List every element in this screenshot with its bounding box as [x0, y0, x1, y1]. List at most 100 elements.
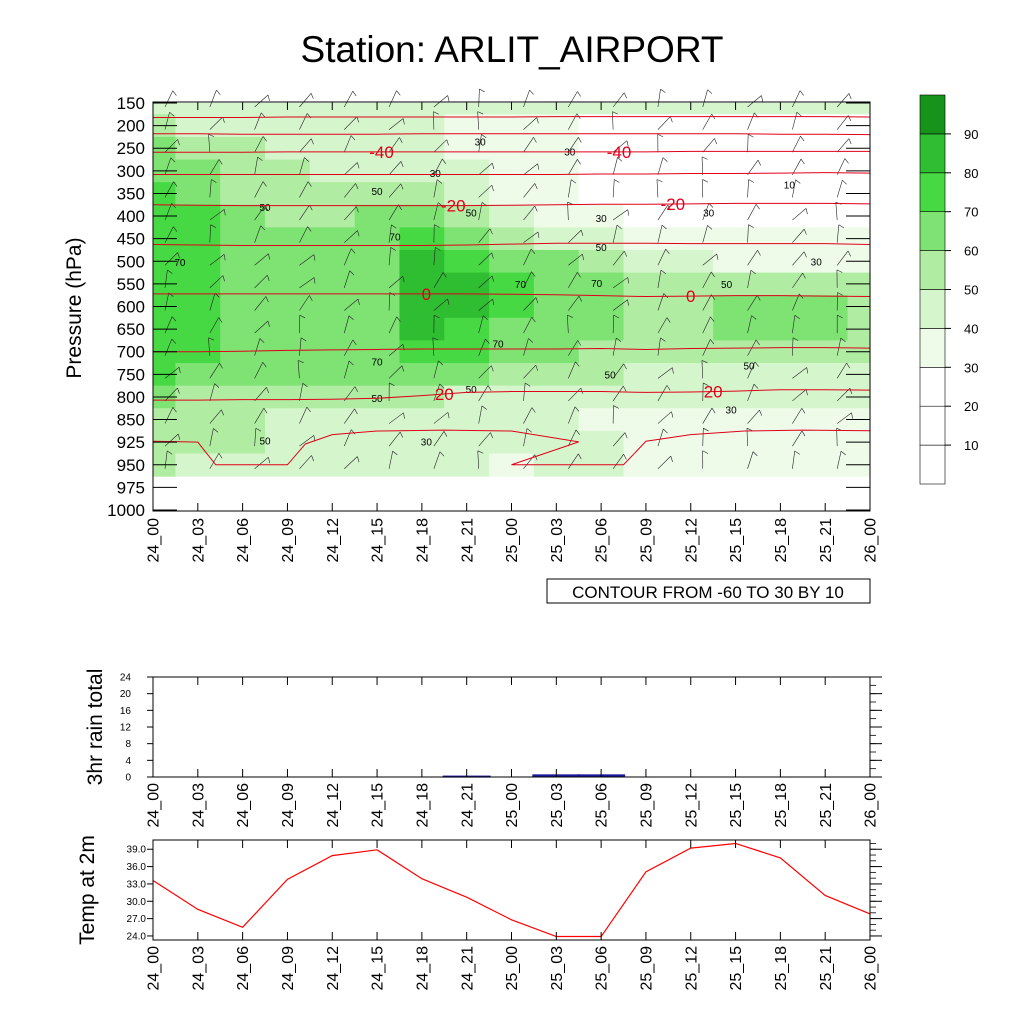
- wind-barb: [568, 361, 576, 379]
- humidity-contour-label: 50: [372, 187, 384, 198]
- wind-barb-feather: [660, 88, 666, 93]
- wind-barb: [344, 456, 358, 469]
- wind-barb: [701, 360, 704, 379]
- temperature-contours: -40 -40 -20 -20 0 0 20 20: [152, 116, 871, 466]
- wind-barb: [209, 453, 220, 469]
- humidity-cell: [265, 385, 311, 409]
- wind-barb-feather: [219, 363, 223, 369]
- humidity-cell: [757, 204, 804, 228]
- wind-barb: [792, 315, 796, 334]
- wind-barb: [164, 226, 174, 243]
- wind-barb: [701, 156, 704, 175]
- wind-barb-feather: [837, 292, 843, 296]
- wind-barb-feather: [352, 90, 357, 97]
- wind-barb-feather: [485, 338, 490, 344]
- wind-barb-feather: [801, 408, 806, 414]
- humidity-cell: [265, 340, 311, 364]
- wind-barb-feather: [304, 157, 309, 162]
- wind-barb-feather: [354, 408, 358, 415]
- wind-barb-feather: [535, 297, 539, 304]
- wind-barb-feather: [439, 383, 445, 389]
- wind-barb-feather: [617, 157, 623, 162]
- wind-barb-feather: [616, 224, 622, 230]
- humidity-cell: [444, 159, 490, 183]
- humidity-cell: [668, 227, 714, 251]
- wind-barb-feather: [757, 250, 761, 256]
- humidity-cell: [757, 430, 804, 455]
- humidity-cell: [757, 159, 804, 183]
- humidity-contour-label: 30: [421, 437, 433, 448]
- wind-barb: [478, 252, 492, 266]
- humidity-cell: [399, 295, 445, 319]
- humidity-cell: [623, 453, 669, 477]
- humidity-cell: [623, 317, 669, 342]
- wind-barb-feather: [402, 118, 405, 125]
- time-tick-label: 25_06: [594, 783, 611, 828]
- wind-barb: [478, 365, 492, 379]
- wind-barb: [836, 138, 850, 153]
- wind-barb-feather: [267, 94, 270, 101]
- wind-barb-feather: [259, 338, 265, 343]
- wind-barb-feather: [436, 179, 443, 184]
- wind-barb: [523, 338, 529, 356]
- wind-barb-feather: [173, 226, 178, 232]
- wind-barb-feather: [748, 224, 754, 228]
- humidity-cell: [354, 204, 401, 228]
- wind-barb: [747, 384, 755, 402]
- wind-barb: [657, 270, 662, 288]
- humidity-cell: [444, 453, 490, 477]
- wind-barb-feather: [805, 208, 808, 215]
- wind-barb: [702, 407, 713, 424]
- wind-barb-feather: [356, 116, 360, 123]
- humidity-contour-label: 70: [515, 280, 527, 291]
- humidity-cell: [309, 453, 356, 477]
- humidity-cell: [802, 272, 849, 296]
- humidity-cell: [623, 385, 669, 409]
- wind-barb-feather: [624, 432, 628, 439]
- wind-barb: [164, 407, 174, 424]
- humidity-cell: [444, 317, 490, 342]
- wind-barb-feather: [442, 158, 447, 165]
- time-tick-label: 24_21: [459, 946, 476, 991]
- colorbar-box: [919, 444, 946, 485]
- wind-barb: [209, 116, 223, 130]
- wind-barb-feather: [806, 367, 809, 374]
- pressure-tick-label: 450: [117, 230, 145, 249]
- wind-barb: [747, 134, 749, 153]
- wind-barb: [432, 337, 435, 356]
- humidity-cell: [533, 340, 580, 364]
- wind-barb: [254, 225, 261, 243]
- wind-barb: [523, 163, 538, 176]
- humidity-cell: [489, 227, 535, 251]
- wind-barb: [747, 95, 762, 108]
- wind-barb-feather: [310, 138, 314, 145]
- wind-barb-feather: [663, 293, 669, 298]
- wind-barb-feather: [666, 317, 671, 323]
- wind-barb-feather: [177, 252, 180, 259]
- humidity-cell: [444, 363, 490, 387]
- wind-barb: [523, 117, 538, 130]
- humidity-cell: [757, 114, 804, 138]
- humidity-cell: [757, 272, 804, 296]
- wind-barb: [478, 89, 480, 108]
- wind-barb: [299, 254, 315, 266]
- wind-barb-feather: [265, 296, 269, 303]
- wind-barb-feather: [348, 360, 354, 366]
- wind-barb-feather: [438, 360, 444, 366]
- humidity-cell: [668, 249, 714, 274]
- wind-barb-feather: [623, 363, 627, 370]
- temperature-axes: 24.0 27.0 30.0 33.0 36.0 39.0 24_00 24_03 24_06 2…: [127, 840, 882, 991]
- humidity-cell: [265, 136, 311, 161]
- wind-barb-feather: [795, 179, 801, 184]
- wind-barb: [164, 316, 173, 334]
- wind-barb-feather: [389, 382, 395, 386]
- pressure-tick-label: 550: [117, 275, 145, 294]
- wind-barb-feather: [577, 91, 581, 97]
- humidity-cell: [533, 272, 580, 296]
- wind-barb: [433, 383, 441, 402]
- time-tick-label: 26_00: [863, 518, 880, 563]
- humidity-cell: [444, 272, 490, 296]
- humidity-cell: [444, 249, 490, 274]
- wind-barb: [835, 202, 838, 221]
- wind-barb-feather: [794, 450, 800, 455]
